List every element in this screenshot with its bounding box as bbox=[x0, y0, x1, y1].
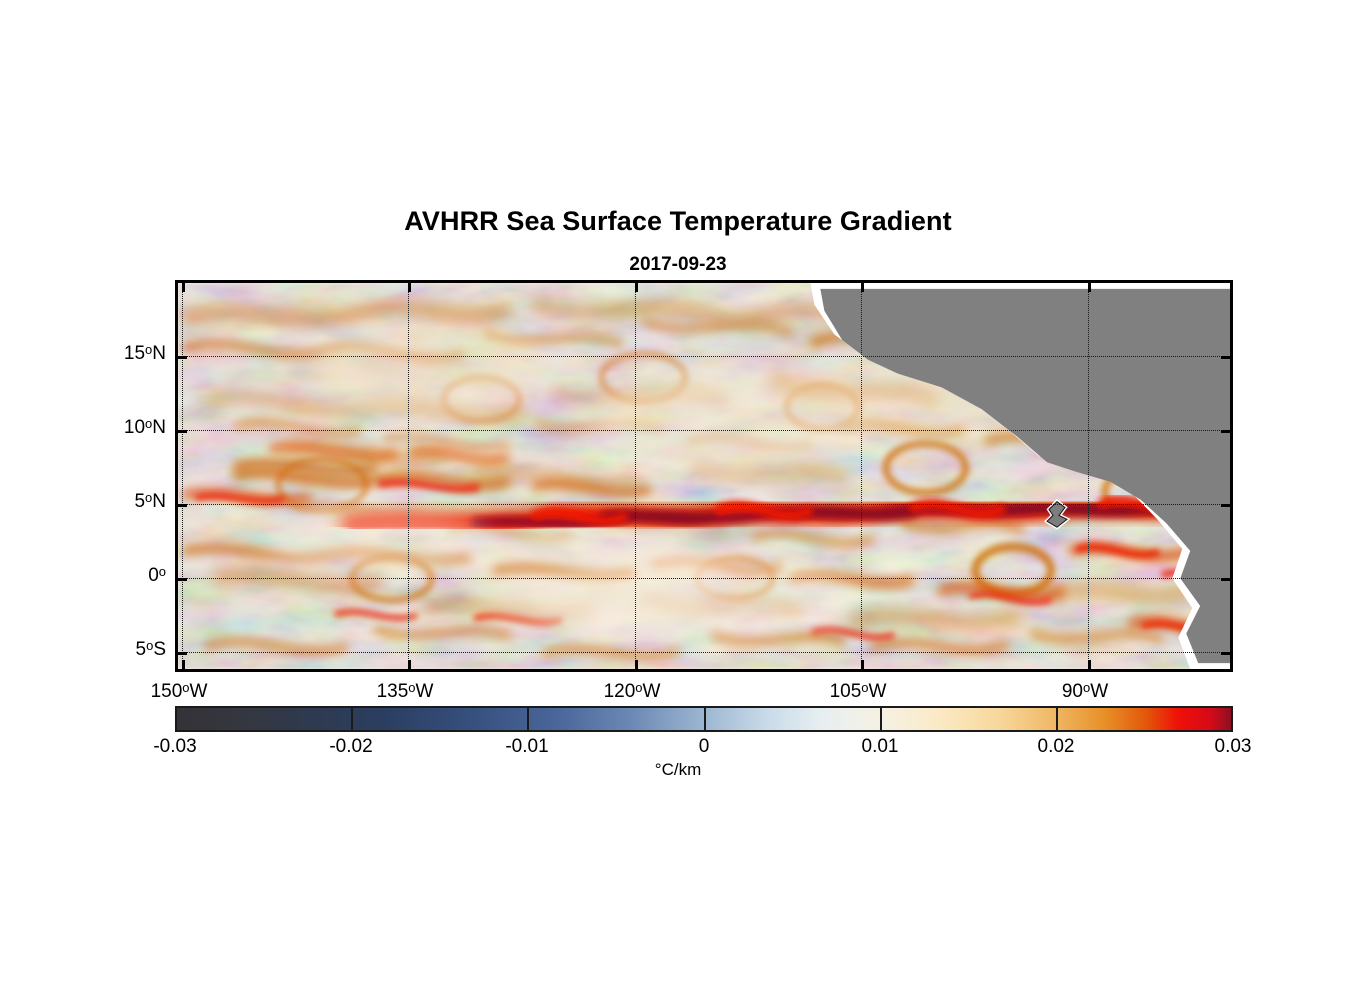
colorbar-label-neg002: -0.02 bbox=[329, 736, 373, 757]
tick-lon-120w bbox=[635, 660, 638, 669]
tick-lon-105w bbox=[861, 660, 864, 669]
tick-lat-5s-right bbox=[1221, 652, 1230, 655]
tick-lat-5n bbox=[178, 504, 187, 507]
tick-lat-0-right bbox=[1221, 578, 1230, 581]
tick-lon-90w bbox=[1088, 660, 1091, 669]
ytick-label-5s: 5oS bbox=[135, 638, 167, 660]
colorbar-label-pos001: 0.01 bbox=[861, 736, 899, 757]
xtick-label-105w: 105oW bbox=[829, 680, 887, 702]
colorbar-label-neg003: -0.03 bbox=[153, 736, 197, 757]
tick-lat-15n-right bbox=[1221, 356, 1230, 359]
subtitle-date: 2017-09-23 bbox=[629, 254, 727, 275]
colorbar-label-neg001: -0.01 bbox=[505, 736, 549, 757]
tick-lat-15n bbox=[178, 356, 187, 359]
xtick-label-135w: 135oW bbox=[376, 680, 434, 702]
colorbar-tick-pos001 bbox=[880, 708, 882, 730]
ytick-label-0: 0o bbox=[148, 564, 166, 586]
xtick-label-120w: 120oW bbox=[603, 680, 661, 702]
tick-lon-120w-top bbox=[635, 283, 638, 292]
tick-lon-150w-top bbox=[182, 283, 185, 292]
colorbar-tick-neg002 bbox=[351, 708, 353, 730]
tick-lat-5s bbox=[178, 652, 187, 655]
sst-gradient-heatmap bbox=[178, 283, 1230, 669]
xtick-label-90w: 90oW bbox=[1061, 680, 1109, 702]
landmass-central-america bbox=[820, 288, 1230, 664]
ytick-label-10n: 10oN bbox=[123, 416, 166, 438]
colorbar-label-zero: 0 bbox=[698, 736, 710, 757]
ytick-label-15n: 15oN bbox=[123, 342, 166, 364]
tick-lon-150w bbox=[182, 660, 185, 669]
colorbar[interactable] bbox=[175, 706, 1233, 732]
colorbar-tick-neg001 bbox=[527, 708, 529, 730]
page-title: AVHRR Sea Surface Temperature Gradient bbox=[404, 206, 952, 236]
colorbar-tick-pos002 bbox=[1056, 708, 1058, 730]
colorbar-label-pos002: 0.02 bbox=[1037, 736, 1075, 757]
tick-lat-10n-right bbox=[1221, 430, 1230, 433]
xtick-label-150w: 150oW bbox=[150, 680, 208, 702]
tick-lon-90w-top bbox=[1088, 283, 1091, 292]
tick-lat-5n-right bbox=[1221, 504, 1230, 507]
tick-lon-105w-top bbox=[861, 283, 864, 292]
colorbar-unit-label: °C/km bbox=[654, 760, 702, 779]
tick-lat-0 bbox=[178, 578, 187, 581]
map-plot-area[interactable] bbox=[175, 280, 1233, 672]
colorbar-label-pos003: 0.03 bbox=[1214, 736, 1252, 757]
tick-lon-135w bbox=[408, 660, 411, 669]
ytick-label-5n: 5oN bbox=[134, 490, 166, 512]
colorbar-tick-zero bbox=[704, 708, 706, 730]
tick-lon-135w-top bbox=[408, 283, 411, 292]
tick-lat-10n bbox=[178, 430, 187, 433]
